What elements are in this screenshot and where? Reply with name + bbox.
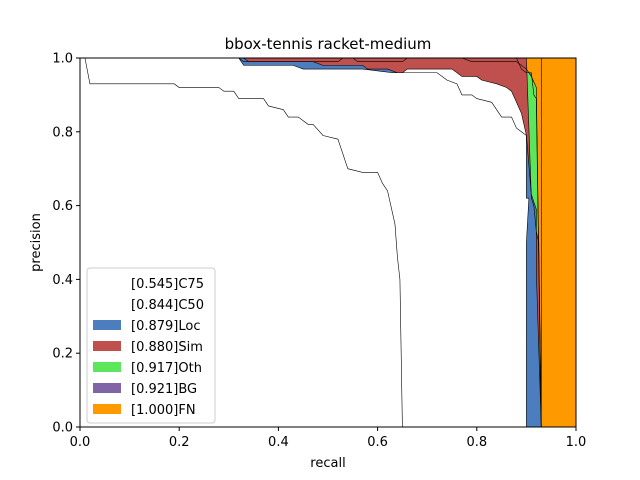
legend-swatch	[93, 320, 121, 330]
y-ticks: 0.0 0.2 0.4 0.6 0.8 1.0	[52, 52, 80, 436]
legend-label: [0.917]Oth	[131, 361, 202, 376]
line-0-844-c50	[80, 57, 530, 427]
line-0-921-bg	[80, 57, 542, 428]
x-axis-label: recall	[310, 456, 345, 471]
x-tick-label: 0.6	[367, 435, 388, 450]
x-tick-label: 0.8	[466, 435, 487, 450]
plot-frame	[79, 57, 577, 428]
legend-label: [1.000]FN	[131, 403, 196, 418]
y-axis-label: precision	[29, 213, 44, 272]
y-tick-label: 0.4	[52, 273, 73, 288]
x-tick-label: 0.2	[169, 435, 190, 450]
legend-swatch	[93, 383, 121, 393]
legend-swatch	[93, 362, 121, 372]
legend-label: [0.844]C50	[131, 298, 204, 313]
y-tick-label: 0.6	[52, 199, 73, 214]
x-tick-label: 1.0	[566, 435, 587, 450]
legend-label: [0.921]BG	[131, 382, 197, 397]
legend-label: [0.545]C75	[131, 277, 204, 292]
legend-label: [0.879]Loc	[131, 319, 200, 334]
area-fn-region	[541, 58, 576, 427]
x-tick-label: 0.4	[268, 435, 289, 450]
legend-swatch	[93, 299, 121, 309]
legend-swatch	[93, 404, 121, 414]
y-tick-label: 0.8	[52, 125, 73, 140]
y-tick-label: 0.0	[52, 421, 73, 436]
legend-swatch	[93, 278, 121, 288]
legend-swatch	[93, 341, 121, 351]
legend-label: [0.880]Sim	[131, 340, 203, 355]
line-0-545-c75	[80, 57, 403, 428]
y-tick-label: 1.0	[52, 52, 73, 67]
chart-title: bbox-tennis racket-medium	[225, 35, 432, 53]
x-ticks: 0.0 0.2 0.4 0.6 0.8 1.0	[70, 427, 587, 450]
y-tick-label: 0.2	[52, 347, 73, 362]
x-tick-label: 0.0	[70, 435, 91, 450]
line-0-879-loc	[80, 57, 542, 428]
legend: [0.545]C75 [0.844]C50 [0.879]Loc [0.880]Sim…	[86, 267, 216, 424]
